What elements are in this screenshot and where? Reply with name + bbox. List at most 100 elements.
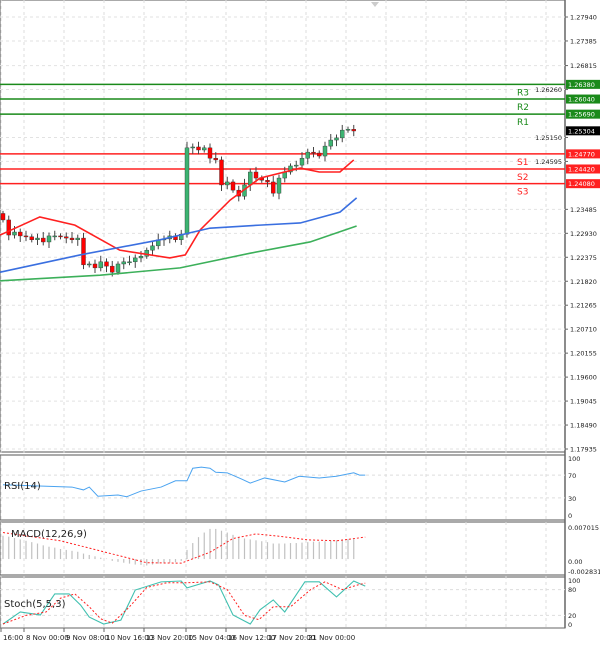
price-axis-label: 1.21820 xyxy=(570,278,597,286)
level-label-r1: R1 xyxy=(517,118,529,128)
price-axis-label: 1.19045 xyxy=(570,398,597,406)
candle-bearish xyxy=(0,213,6,221)
level-price-value: 1.25690 xyxy=(568,111,595,119)
macd-axis-label: -0.002831 xyxy=(568,568,600,576)
candle-bearish xyxy=(265,180,270,183)
level-price-value: 1.24420 xyxy=(568,165,595,173)
candle-bearish xyxy=(29,236,34,241)
macd-axis-label: 0.00 xyxy=(568,558,582,566)
candle-bullish xyxy=(115,263,121,273)
moving-average-line-2 xyxy=(0,197,358,273)
candle-bearish xyxy=(6,219,11,236)
candle-bearish xyxy=(58,235,63,238)
price-axis-label: 1.25150 xyxy=(535,134,562,142)
candle-bearish xyxy=(213,157,218,161)
candle-bearish xyxy=(92,263,98,269)
macd-signal-line xyxy=(2,532,366,564)
price-axis-label: 1.27385 xyxy=(570,37,597,45)
candle-bearish xyxy=(104,261,109,267)
candle-bearish xyxy=(196,146,201,151)
rsi-line xyxy=(2,466,366,498)
candle-bearish xyxy=(207,147,213,159)
price-axis-label: 1.18490 xyxy=(570,422,597,430)
time-label: 9 Nov 08:00 xyxy=(66,634,109,642)
candle-bullish xyxy=(322,145,328,157)
rsi-title: RSI(14) xyxy=(4,481,41,492)
stoch-axis-label: 20 xyxy=(568,612,576,620)
time-label: 16 Nov 12:00 xyxy=(228,634,275,642)
level-label-r2: R2 xyxy=(517,103,529,113)
candle-bullish xyxy=(305,151,310,159)
level-price-value: 1.26040 xyxy=(568,96,595,104)
candle-bearish xyxy=(317,152,322,157)
level-price-tag xyxy=(566,164,600,174)
stoch-axis-label: 80 xyxy=(568,586,576,594)
time-label: 8 Nov 00:00 xyxy=(26,634,69,642)
rsi-axis-label: 0 xyxy=(568,512,572,520)
level-price-tag xyxy=(566,179,600,189)
candle-bearish xyxy=(271,181,276,194)
candle-bearish xyxy=(41,237,46,243)
time-label: 16:00 xyxy=(3,634,23,642)
candle-bearish xyxy=(351,129,356,132)
stoch-axis-label: 0 xyxy=(568,621,572,629)
last-price-value: 1.25304 xyxy=(568,127,595,135)
level-label-s1: S1 xyxy=(517,158,528,168)
candle-bullish xyxy=(75,237,80,241)
candle-bullish xyxy=(98,261,103,269)
level-price-tag xyxy=(566,79,600,89)
level-label-r3: R3 xyxy=(517,88,529,98)
level-price-tag xyxy=(566,94,600,104)
time-label: 13 Nov 20:00 xyxy=(146,634,193,642)
level-price-tag xyxy=(566,109,600,119)
candle-bullish xyxy=(276,177,282,194)
candle-bearish xyxy=(64,236,69,239)
last-price-tag xyxy=(566,126,600,136)
candle-bearish xyxy=(110,265,115,273)
stoch-main-line xyxy=(2,580,366,625)
candle-bearish xyxy=(311,151,316,154)
candle-bullish xyxy=(138,256,144,259)
candle-bullish xyxy=(328,139,333,147)
candle-bullish xyxy=(294,164,299,167)
time-label: 21 Nov 00:00 xyxy=(308,634,355,642)
candle-bearish xyxy=(230,181,236,191)
time-label: 10 Nov 16:00 xyxy=(106,634,153,642)
price-axis-label: 1.20710 xyxy=(570,326,597,334)
macd-axis-label: 0.007015 xyxy=(568,524,599,532)
price-axis-label: 1.20155 xyxy=(570,350,597,358)
candle-bullish xyxy=(225,181,230,186)
candle-bullish xyxy=(150,245,155,251)
price-axis-label: 1.21265 xyxy=(570,302,597,310)
candle-bullish xyxy=(52,235,57,238)
price-axis-label: 1.26260 xyxy=(535,86,562,94)
level-price-tag xyxy=(566,149,600,159)
candle-bullish xyxy=(202,147,207,151)
candle-bullish xyxy=(133,257,138,263)
candle-bullish xyxy=(35,237,40,241)
candle-bullish xyxy=(127,261,132,264)
candle-bullish xyxy=(299,157,305,166)
macd-title: MACD(12,26,9) xyxy=(11,529,87,540)
candle-bearish xyxy=(253,171,259,179)
price-axis-label: 1.27940 xyxy=(570,14,597,22)
moving-average-line-3 xyxy=(0,225,357,282)
rsi-axis-label: 30 xyxy=(568,495,576,503)
candle-bullish xyxy=(144,249,149,257)
price-axis-label: 1.24595 xyxy=(535,158,562,166)
rsi-axis-label: 100 xyxy=(568,455,580,463)
candle-bullish xyxy=(12,231,17,236)
rsi-axis-label: 70 xyxy=(568,472,576,480)
candle-bullish xyxy=(334,137,339,141)
pane-frame xyxy=(0,0,566,453)
candle-bullish xyxy=(345,129,351,131)
candle-bearish xyxy=(69,237,75,241)
price-axis-label: 1.19600 xyxy=(570,374,597,382)
stoch-title: Stoch(5,5,3) xyxy=(4,599,66,610)
pane-frame xyxy=(0,454,566,521)
candle-bullish xyxy=(184,147,190,235)
candle-bearish xyxy=(219,159,224,186)
candle-bullish xyxy=(248,171,253,186)
